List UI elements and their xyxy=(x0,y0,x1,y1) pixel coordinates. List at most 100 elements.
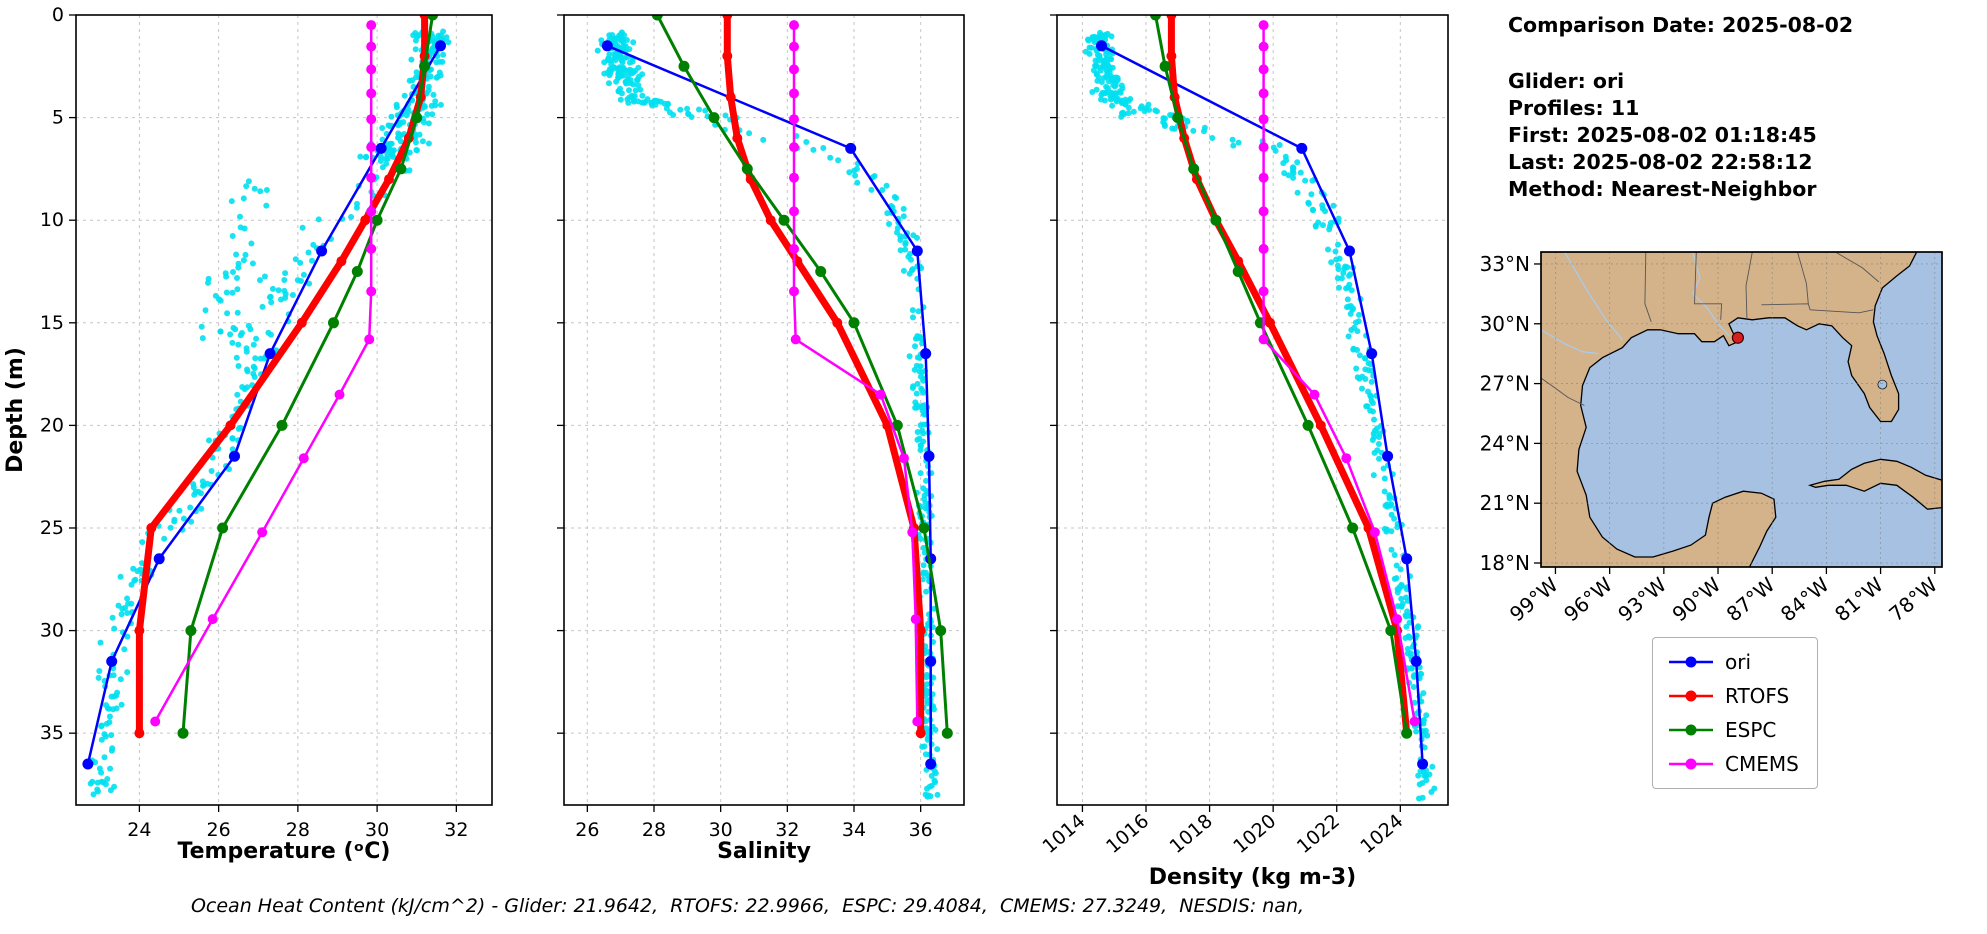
legend-label: ESPC xyxy=(1725,718,1777,742)
svg-text:1018: 1018 xyxy=(1166,810,1217,858)
series-ori xyxy=(1096,40,1429,770)
legend-line-cmems xyxy=(1669,758,1713,770)
map-land-cuba xyxy=(1807,458,1942,510)
svg-text:28: 28 xyxy=(642,819,666,841)
map-gridlines xyxy=(1541,252,1942,567)
svg-text:1024: 1024 xyxy=(1356,810,1407,858)
info-last: Last: 2025-08-02 22:58:12 xyxy=(1508,150,1813,174)
series-ori xyxy=(601,40,937,770)
svg-text:1020: 1020 xyxy=(1229,810,1280,858)
svg-text:35: 35 xyxy=(40,722,64,744)
svg-text:36: 36 xyxy=(909,819,933,841)
map-state-border xyxy=(1694,252,1723,320)
svg-text:10: 10 xyxy=(40,209,64,231)
svg-text:87°W: 87°W xyxy=(1722,572,1780,626)
glider-position-marker xyxy=(1731,331,1744,344)
legend-label: CMEMS xyxy=(1725,752,1799,776)
map-state-border xyxy=(1835,252,1880,283)
svg-text:0: 0 xyxy=(52,4,64,26)
series-espc xyxy=(1150,15,1413,739)
info-method: Method: Nearest-Neighbor xyxy=(1508,177,1817,201)
svg-text:78°W: 78°W xyxy=(1884,572,1942,626)
svg-text:33°N: 33°N xyxy=(1480,252,1530,276)
series-rtofs xyxy=(722,15,926,739)
svg-text:Depth (m): Depth (m) xyxy=(3,347,28,473)
legend-label: RTOFS xyxy=(1725,684,1790,708)
svg-text:28: 28 xyxy=(286,819,310,841)
salinity-depth-chart: 26 28 30 32 34 36 Salinity xyxy=(557,14,965,864)
map-lake xyxy=(1877,379,1888,390)
svg-text:15: 15 xyxy=(40,312,64,334)
svg-text:81°W: 81°W xyxy=(1830,572,1888,626)
legend-item-espc: ESPC xyxy=(1667,718,1799,742)
series-rtofs xyxy=(134,15,430,739)
svg-text:84°W: 84°W xyxy=(1776,572,1834,626)
map-river xyxy=(1691,252,1730,337)
axis-ticks xyxy=(1050,14,1401,812)
svg-text:99°W: 99°W xyxy=(1505,572,1563,626)
map-ticks xyxy=(1534,263,1936,574)
svg-text:32: 32 xyxy=(444,819,468,841)
map-frame xyxy=(1540,251,1943,568)
svg-text:24: 24 xyxy=(127,819,151,841)
svg-text:25: 25 xyxy=(40,517,64,539)
info-profiles: Profiles: 11 xyxy=(1508,96,1640,120)
svg-text:5: 5 xyxy=(52,107,64,129)
svg-text:1016: 1016 xyxy=(1102,810,1153,858)
series-cmems xyxy=(150,20,377,727)
series-cmems xyxy=(789,20,923,727)
svg-text:24°N: 24°N xyxy=(1480,431,1530,455)
axis-ticks xyxy=(69,14,457,812)
temperature-depth-chart: 24 26 28 30 32 0 5 10 15 20 25 30 35 Temperature (ᵒC)… xyxy=(3,4,493,864)
legend-item-cmems: CMEMS xyxy=(1667,752,1799,776)
map-state-border xyxy=(1761,303,1874,314)
svg-text:93°W: 93°W xyxy=(1613,572,1671,626)
series-cmems xyxy=(1258,20,1420,727)
svg-text:30: 30 xyxy=(365,819,389,841)
map-river xyxy=(1541,329,1599,355)
svg-text:26: 26 xyxy=(575,819,599,841)
svg-text:1014: 1014 xyxy=(1038,810,1089,858)
map-river xyxy=(1563,252,1623,341)
svg-text:Temperature (ᵒC): Temperature (ᵒC) xyxy=(178,839,391,864)
legend-line-ori xyxy=(1669,656,1713,668)
svg-text:32: 32 xyxy=(775,819,799,841)
svg-text:30: 30 xyxy=(40,620,64,642)
gridlines xyxy=(564,14,964,805)
map-land-mainland xyxy=(1541,252,1918,567)
legend-line-rtofs xyxy=(1669,690,1713,702)
svg-text:26: 26 xyxy=(207,819,231,841)
svg-text:90°W: 90°W xyxy=(1667,572,1725,626)
svg-text:21°N: 21°N xyxy=(1480,491,1530,515)
svg-text:Salinity: Salinity xyxy=(717,839,811,864)
info-glider: Glider: ori xyxy=(1508,69,1625,93)
comparison-info: Comparison Date: 2025-08-02 Glider: ori … xyxy=(1508,12,1853,203)
svg-text:30°N: 30°N xyxy=(1480,312,1530,336)
location-map: 99°W96°W93°W90°W87°W84°W81°W78°W 33°N 30°N… xyxy=(1480,251,1943,626)
axis-ticks xyxy=(557,14,922,812)
axes-frame xyxy=(75,14,493,806)
map-state-border xyxy=(1644,252,1652,322)
legend-line-espc xyxy=(1669,724,1713,736)
axes-frame xyxy=(1056,14,1449,806)
gridlines xyxy=(1057,14,1448,805)
svg-text:34: 34 xyxy=(842,819,866,841)
map-state-border xyxy=(1745,252,1753,318)
svg-text:96°W: 96°W xyxy=(1559,572,1617,626)
series-espc xyxy=(651,15,953,739)
svg-text:1022: 1022 xyxy=(1293,810,1344,858)
map-state-border xyxy=(1541,377,1585,406)
legend-item-rtofs: RTOFS xyxy=(1667,684,1799,708)
svg-text:20: 20 xyxy=(40,414,64,436)
legend-item-ori: ori xyxy=(1667,650,1799,674)
info-first: First: 2025-08-02 01:18:45 xyxy=(1508,123,1817,147)
series-espc xyxy=(177,15,439,739)
svg-text:18°N: 18°N xyxy=(1480,551,1530,575)
legend: ori RTOFS ESPC CMEMS xyxy=(1652,637,1818,789)
comparison-date: Comparison Date: 2025-08-02 xyxy=(1508,13,1854,37)
axes-frame xyxy=(563,14,965,806)
map-state-border xyxy=(1797,252,1809,304)
svg-text:27°N: 27°N xyxy=(1480,372,1530,396)
